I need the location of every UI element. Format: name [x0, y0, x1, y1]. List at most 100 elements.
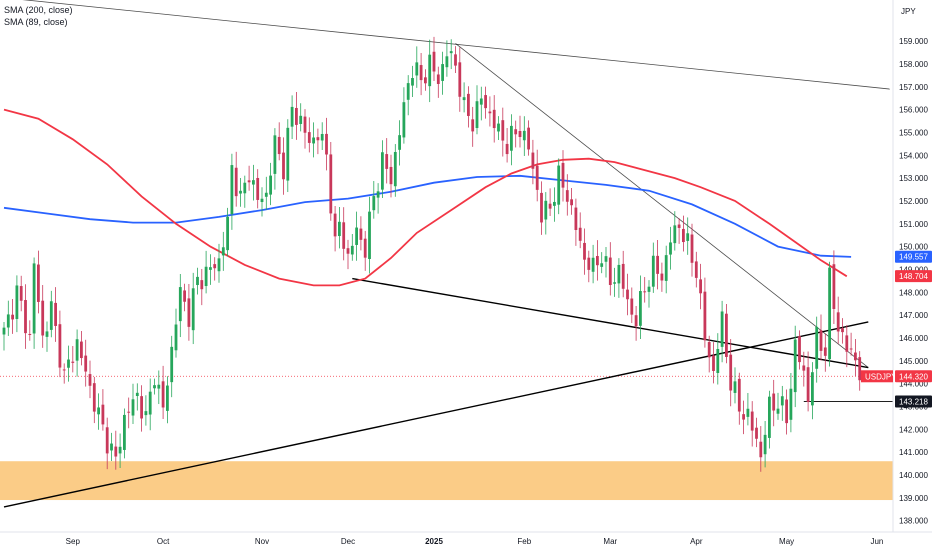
- candle-body: [604, 256, 608, 262]
- moving-averages-layer: [3, 108, 852, 287]
- candle-body: [815, 326, 819, 369]
- candle-body: [11, 314, 14, 320]
- candle-body: [501, 120, 505, 141]
- candle-body: [458, 62, 462, 97]
- candle-body: [110, 443, 113, 451]
- candle-body: [363, 238, 367, 258]
- candle-body: [565, 190, 569, 202]
- candle-body: [230, 165, 234, 215]
- candle-body: [690, 234, 694, 263]
- candle-body: [823, 347, 827, 356]
- candle-body: [144, 411, 148, 416]
- candle-body: [634, 315, 638, 327]
- candle-body: [845, 335, 849, 352]
- price-tag-label: 149.557: [899, 253, 928, 262]
- y-tick-label: 142.000: [899, 425, 928, 434]
- candle-body: [54, 302, 57, 326]
- candle-body: [148, 391, 152, 415]
- candle-body: [647, 286, 651, 292]
- candle-body: [178, 287, 182, 322]
- x-tick-label: Apr: [690, 537, 703, 546]
- candle-body: [694, 261, 698, 278]
- candle-body: [264, 192, 268, 197]
- candle-body: [385, 154, 389, 169]
- candle-body: [286, 127, 290, 181]
- candle-body: [454, 54, 457, 66]
- y-tick-label: 152.000: [899, 197, 928, 206]
- candle-body: [333, 213, 337, 237]
- candle-body: [114, 446, 118, 457]
- candle-body: [527, 127, 530, 150]
- candle-body: [19, 286, 23, 301]
- candle-body: [703, 291, 707, 341]
- candle-body: [660, 273, 664, 281]
- x-tick-label: Dec: [341, 537, 355, 546]
- candle-body: [780, 396, 784, 406]
- candle-body: [273, 135, 277, 174]
- candle-body: [424, 77, 427, 84]
- candle-body: [24, 300, 27, 334]
- candle-body: [402, 102, 406, 138]
- candle-body: [759, 441, 763, 458]
- y-tick-label: 138.000: [899, 517, 928, 526]
- y-tick-label: 159.000: [899, 37, 928, 46]
- x-tick-label: Feb: [517, 537, 531, 546]
- candle-body: [750, 411, 754, 431]
- candle-body: [733, 381, 737, 393]
- candle-body: [75, 339, 79, 361]
- candle-body: [204, 266, 208, 287]
- price-tag: [895, 395, 932, 408]
- candle-body: [471, 119, 475, 132]
- y-tick-label: 156.000: [899, 106, 928, 115]
- candle-body: [832, 264, 836, 309]
- candle-body: [484, 95, 487, 109]
- y-tick-label: 147.000: [899, 311, 928, 320]
- candle-body: [488, 111, 492, 114]
- x-tick-label: Jun: [870, 537, 883, 546]
- candle-body: [497, 123, 500, 132]
- support-zone-layer: [0, 461, 893, 501]
- legend-sma200[interactable]: SMA (200, close): [4, 5, 73, 15]
- candle-body: [338, 221, 341, 237]
- price-tag: [895, 250, 932, 263]
- candle-body: [62, 369, 66, 371]
- x-tick-label: May: [779, 537, 794, 546]
- candle-body: [166, 385, 169, 411]
- candle-body: [548, 203, 552, 209]
- candle-body: [806, 367, 810, 402]
- y-tick-label: 148.000: [899, 288, 928, 297]
- candle-body: [613, 282, 616, 284]
- trendline-falling: [455, 43, 869, 368]
- candle-body: [746, 408, 750, 417]
- candle-body: [131, 399, 135, 416]
- candle-body: [673, 225, 677, 244]
- y-tick-label: 140.000: [899, 471, 928, 480]
- y-tick-label: 141.000: [899, 448, 928, 457]
- candle-body: [725, 313, 728, 357]
- trendline-support-falling: [352, 277, 869, 369]
- legend-sma89[interactable]: SMA (89, close): [4, 17, 68, 27]
- candle-body: [677, 224, 681, 228]
- candle-body: [716, 348, 720, 373]
- candle-body: [793, 339, 797, 393]
- candle-body: [737, 378, 741, 412]
- symbol-tag-label: USDJPY: [865, 372, 897, 381]
- trendline-rising: [3, 321, 869, 508]
- candle-body: [161, 381, 165, 408]
- candle-body: [325, 133, 328, 155]
- candle-body: [436, 74, 440, 84]
- candle-body: [561, 162, 565, 188]
- candle-body: [170, 346, 174, 383]
- candle-body: [183, 290, 186, 302]
- candle-body: [596, 255, 599, 266]
- candle-body: [467, 93, 470, 116]
- y-tick-label: 157.000: [899, 83, 928, 92]
- y-tick-label: 146.000: [899, 334, 928, 343]
- candle-body: [140, 396, 143, 419]
- candle-body: [234, 167, 238, 197]
- candle-body: [600, 263, 604, 267]
- candle-body: [239, 190, 242, 194]
- candle-body: [307, 132, 311, 143]
- candle-body: [376, 191, 380, 198]
